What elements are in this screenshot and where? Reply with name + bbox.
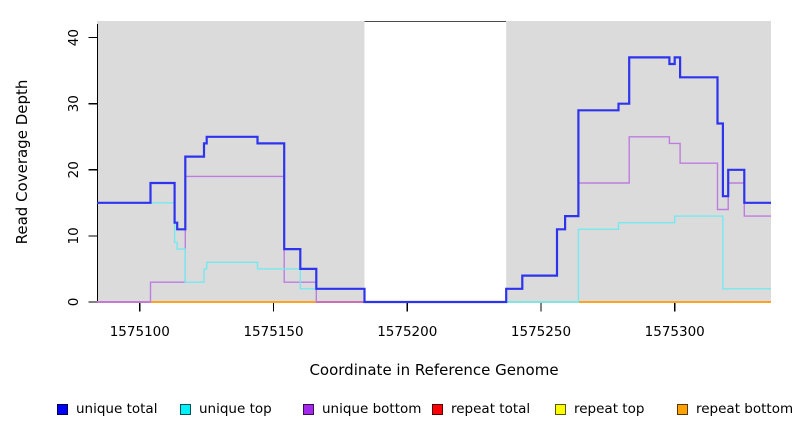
series-line-unique-top xyxy=(97,202,771,303)
x-axis-title: Coordinate in Reference Genome xyxy=(309,361,559,379)
y-tick-label: 30 xyxy=(66,95,82,112)
y-axis-title: Read Coverage Depth xyxy=(13,79,31,245)
y-tick-label: 10 xyxy=(66,227,82,244)
x-tick-label: 1575200 xyxy=(377,324,437,340)
x-tick-label: 1575300 xyxy=(645,324,705,340)
y-tick-label: 40 xyxy=(66,29,82,46)
series-line-unique-total xyxy=(97,56,771,304)
x-tick-label: 1575250 xyxy=(511,324,571,340)
shaded-region-2 xyxy=(506,21,771,302)
y-tick-label: 20 xyxy=(66,161,82,178)
y-tick-label: 0 xyxy=(66,298,82,307)
x-tick-label: 1575100 xyxy=(110,324,170,340)
shaded-region-1 xyxy=(97,21,365,302)
x-tick-label: 1575150 xyxy=(243,324,303,340)
